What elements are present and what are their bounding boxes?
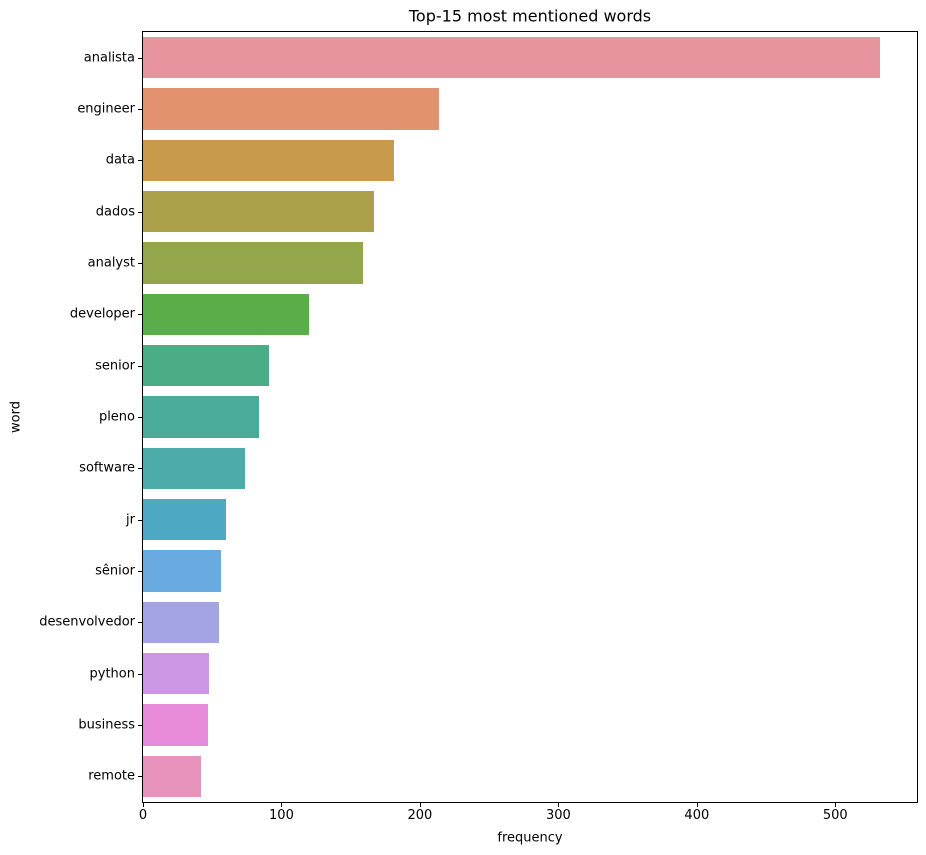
x-axis-label: frequency (497, 830, 563, 846)
x-tick-label-100: 100 (269, 808, 294, 823)
bar-dados (143, 191, 375, 233)
y-tick-label-python: python (89, 666, 135, 682)
y-tick-mark-software (138, 468, 142, 470)
bar-developer (143, 293, 310, 335)
bar-senior (143, 550, 221, 592)
bar-remote (143, 755, 202, 797)
y-tick-mark-developer (138, 314, 142, 316)
y-tick-mark-senior (138, 571, 142, 572)
y-tick-label-analista: analista (83, 50, 135, 66)
bar-desenvolvedor (143, 601, 220, 643)
y-tick-mark-data (138, 160, 142, 162)
x-tick-label-300: 300 (545, 808, 571, 823)
y-tick-mark-engineer (138, 109, 142, 110)
bar-software (143, 447, 246, 489)
x-tick-mark-500 (835, 803, 837, 807)
bar-pleno (143, 396, 260, 438)
y-tick-label-dados: dados (95, 204, 135, 220)
bar-jr (143, 499, 227, 541)
y-tick-label-desenvolvedor: desenvolvedor (39, 614, 135, 630)
x-tick-mark-300 (558, 803, 560, 807)
plot-area (142, 31, 918, 803)
x-tick-label-200: 200 (407, 808, 433, 823)
y-tick-mark-senior (138, 365, 142, 367)
x-tick-label-0: 0 (138, 808, 148, 823)
x-tick-mark-200 (419, 803, 421, 807)
bar-analyst (143, 242, 364, 284)
x-tick-mark-100 (281, 803, 283, 807)
y-tick-mark-business (138, 725, 142, 726)
bar-business (143, 704, 209, 746)
bar-analista (143, 37, 880, 79)
chart-title: Top-15 most mentioned words (408, 6, 652, 26)
y-tick-mark-pleno (138, 417, 142, 418)
y-tick-label-software: software (79, 460, 135, 476)
y-tick-label-senior: senior (95, 358, 135, 374)
bar-python (143, 653, 210, 695)
x-tick-label-500: 500 (822, 808, 848, 823)
y-tick-label-data: data (105, 152, 135, 168)
x-tick-label-400: 400 (684, 808, 710, 823)
y-tick-label-engineer: engineer (77, 101, 135, 117)
x-tick-mark-0 (143, 803, 144, 807)
y-axis-label: word (8, 401, 24, 433)
bar-data (143, 139, 394, 181)
y-tick-mark-remote (138, 776, 142, 778)
y-tick-mark-analista (138, 57, 142, 59)
y-tick-label-developer: developer (69, 306, 135, 322)
y-tick-label-analyst: analyst (87, 255, 135, 271)
bar-senior (143, 345, 269, 387)
y-tick-mark-jr (138, 519, 142, 521)
y-tick-mark-desenvolvedor (138, 622, 142, 624)
y-tick-mark-python (138, 673, 142, 675)
y-tick-label-senior: sênior (95, 563, 135, 579)
y-tick-mark-analyst (138, 263, 142, 264)
y-tick-label-remote: remote (88, 768, 135, 784)
x-tick-mark-400 (696, 803, 698, 807)
y-tick-label-pleno: pleno (98, 409, 135, 425)
y-tick-label-business: business (78, 717, 135, 733)
y-tick-mark-dados (138, 211, 142, 213)
bar-engineer (143, 88, 440, 130)
y-tick-label-jr: jr (126, 512, 135, 528)
